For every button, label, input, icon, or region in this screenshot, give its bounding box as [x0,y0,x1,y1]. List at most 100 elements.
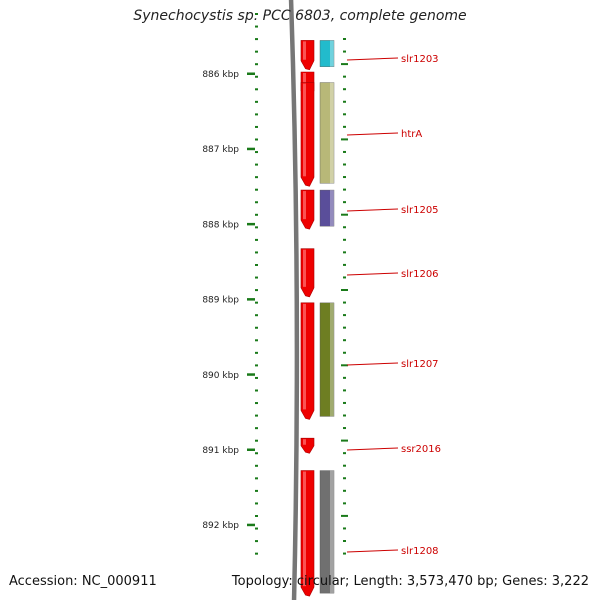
gene-highlight [303,191,306,220]
gene-label-slr1206[interactable]: slr1206 [401,269,439,280]
scale-minor-tick [255,251,258,254]
scale-minor-tick [343,301,346,304]
scale-major-tick [247,147,255,151]
genome-backbone [288,0,300,600]
scale-major-tick [247,373,255,376]
scale-minor-tick [343,527,346,530]
scale-minor-tick [343,389,346,392]
scale-minor-tick [341,138,348,141]
scale-major-tick [247,523,255,527]
gene-feature-slr1207[interactable] [300,302,315,420]
gene-label-slr1207[interactable]: slr1207 [401,359,439,370]
gene-feature-htrA[interactable] [300,82,315,187]
gene-feature-ssr2016[interactable] [300,437,315,454]
scale-minor-tick [255,163,258,166]
scale-minor-tick [343,38,346,40]
scale-minor-tick [255,489,258,492]
scale-minor-tick [343,351,346,354]
scale-minor-tick [255,427,258,430]
gene-label-leader [346,57,399,61]
scale-minor-tick [255,50,258,53]
scale-minor-tick [255,264,258,266]
scale-tick-label: 888 kbp [202,220,239,230]
gene-feature-slr1205[interactable] [300,189,315,230]
scale-minor-tick [255,25,258,28]
cog-bar-slr1208 [319,470,335,594]
genome-title: Synechocystis sp. PCC 6803, complete gen… [133,8,467,24]
gene-label-ssr2016[interactable]: ssr2016 [401,444,441,455]
scale-minor-tick [255,389,258,392]
cog-bar-slr1205 [319,189,335,227]
scale-minor-tick [255,125,258,128]
scale-minor-tick [343,150,346,153]
scale-major-tick [247,448,255,451]
scale-minor-tick [343,238,346,241]
gene-label-leader [346,208,399,212]
scale-minor-tick [255,63,258,66]
cog-bar-shade [330,82,334,184]
scale-minor-tick [343,552,346,555]
scale-minor-tick [255,502,258,505]
scale-minor-tick [255,464,258,467]
gene-highlight [303,471,306,587]
scale-minor-tick [255,439,258,442]
gene-label-slr1203[interactable]: slr1203 [401,54,439,65]
scale-minor-tick [255,176,258,179]
gene-label-slr1205[interactable]: slr1205 [401,205,439,216]
gene-feature-slr1206[interactable] [300,248,315,298]
scale-tick-label: 887 kbp [202,145,239,155]
gene-highlight [303,72,306,90]
gene-label-leader [346,132,399,136]
cog-bar-shade [330,190,334,227]
gene-highlight [303,83,306,177]
scale-minor-tick [343,477,346,480]
scale-minor-tick [255,452,258,455]
scale-minor-tick [255,477,258,480]
scale-major-tick [247,298,255,301]
gene-label-htrA[interactable]: htrA [401,129,422,140]
scale-minor-tick [255,351,258,354]
scale-minor-tick [343,326,346,329]
scale-minor-tick [343,427,346,430]
gene-label-leader [346,549,399,553]
scale-minor-tick [343,502,346,505]
scale-minor-tick [343,88,346,91]
scale-minor-tick [343,339,346,342]
scale-minor-tick [255,13,258,15]
scale-minor-tick [343,414,346,417]
scale-minor-tick [255,376,258,379]
scale-minor-tick [255,201,258,204]
scale-minor-tick [255,188,258,191]
scale-minor-tick [255,339,258,342]
gene-label-slr1208[interactable]: slr1208 [401,546,439,557]
scale-minor-tick [341,364,348,367]
scale-minor-tick [343,401,346,404]
gene-feature[interactable] [300,40,315,71]
gene-highlight [303,303,306,410]
scale-minor-tick [343,376,346,379]
scale-minor-tick [255,289,258,292]
scale-minor-tick [255,527,258,530]
cog-bar-htrA [319,82,335,184]
scale-minor-tick [255,402,258,405]
scale-minor-tick [343,176,346,179]
scale-minor-tick [255,364,258,367]
scale-minor-tick [343,163,346,166]
scale-minor-tick [255,238,258,241]
scale-minor-tick [341,514,348,517]
scale-minor-tick [343,251,346,254]
scale-minor-tick [341,439,348,442]
scale-minor-tick [343,489,346,492]
scale-minor-tick [255,100,258,103]
scale-minor-tick [255,552,258,555]
scale-tick-label: 890 kbp [202,371,239,381]
gene-highlight [303,249,306,287]
scale-minor-tick [255,138,258,141]
scale-minor-tick [341,289,348,291]
scale-minor-tick [343,314,346,317]
scale-minor-tick [255,314,258,317]
cog-bar [319,40,335,67]
cog-bar-shade [330,470,334,594]
scale-minor-tick [255,151,258,154]
scale-minor-tick [255,213,258,216]
